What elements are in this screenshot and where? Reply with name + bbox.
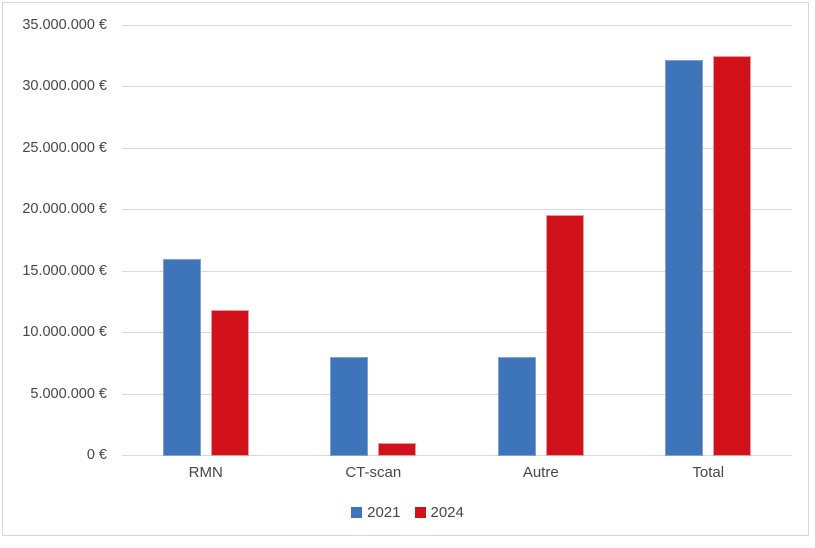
legend: 2021 2024: [0, 504, 815, 521]
legend-item-2021: 2021: [351, 504, 401, 521]
gridline-30000000: [122, 86, 792, 88]
y-tick-label-30000000: 30.000.000 €: [22, 78, 107, 95]
y-tick-label-35000000: 35.000.000 €: [22, 17, 107, 33]
gridline-25000000: [122, 147, 792, 149]
x-category-label-autre: Autre: [522, 464, 559, 481]
gridline-20000000: [122, 209, 792, 211]
y-tick-label-0: 0 €: [86, 447, 107, 463]
chart-border: [2, 2, 809, 536]
y-tick-label-5000000: 5.000.000 €: [30, 385, 107, 402]
bar-2021-total: [665, 60, 704, 456]
y-tick-label-25000000: 25.000.000 €: [22, 139, 107, 156]
legend-label-2024: 2024: [430, 504, 464, 521]
gridline-10000000: [122, 332, 792, 334]
bar-2024-total: [713, 55, 752, 456]
bar-2021-rmn: [162, 259, 201, 456]
x-category-label-total: Total: [692, 464, 725, 481]
legend-label-2021: 2021: [367, 504, 401, 521]
x-category-label-ct-scan: CT-scan: [345, 464, 402, 481]
plot-area: [122, 25, 792, 456]
bar-2021-autre: [497, 356, 536, 456]
y-tick-label-10000000: 10.000.000 €: [22, 324, 107, 341]
x-category-label-rmn: RMN: [188, 464, 223, 481]
bar-2024-autre: [545, 215, 584, 456]
gridline-35000000: [122, 25, 792, 26]
legend-item-2024: 2024: [414, 504, 464, 521]
y-tick-label-15000000: 15.000.000 €: [22, 262, 107, 279]
y-tick-label-20000000: 20.000.000 €: [22, 201, 107, 218]
gridline-5000000: [122, 393, 792, 395]
bar-2024-ct-scan: [378, 442, 417, 456]
bar-2024-rmn: [210, 309, 249, 456]
gridline-15000000: [122, 270, 792, 272]
bar-2021-ct-scan: [330, 356, 369, 456]
legend-swatch-2024: [414, 507, 426, 518]
x-axis-line: [122, 455, 792, 456]
legend-swatch-2021: [351, 507, 363, 518]
